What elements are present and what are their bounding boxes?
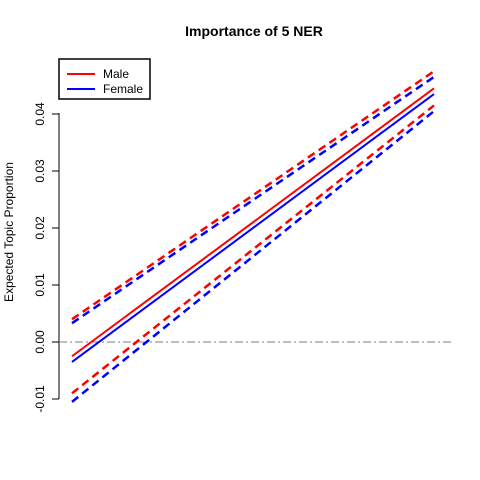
male-estimate-line bbox=[71, 87, 435, 358]
y-axis-label: Expected Topic Proportion bbox=[2, 162, 16, 302]
y-tick-label: 0.00 bbox=[33, 330, 47, 354]
male-lower-ci-line bbox=[71, 104, 435, 395]
legend-label-female: Female bbox=[103, 82, 143, 96]
legend-label-male: Male bbox=[103, 67, 129, 81]
female-estimate-line bbox=[71, 93, 435, 363]
y-tick-label: 0.03 bbox=[33, 159, 47, 183]
y-tick-label: -0.01 bbox=[33, 385, 47, 413]
chart-title: Importance of 5 NER bbox=[185, 23, 323, 39]
y-ticks: -0.01 0.00 0.01 0.02 0.03 0.04 bbox=[33, 102, 59, 413]
y-tick-label: 0.02 bbox=[33, 216, 47, 240]
male-upper-ci-line bbox=[71, 70, 435, 321]
female-lower-ci-line bbox=[71, 110, 435, 403]
y-tick-label: 0.04 bbox=[33, 102, 47, 126]
female-upper-ci-line bbox=[71, 75, 435, 325]
y-tick-label: 0.01 bbox=[33, 273, 47, 297]
legend: Male Female bbox=[58, 58, 151, 100]
legend-box bbox=[58, 58, 151, 100]
series-layer bbox=[71, 70, 435, 403]
